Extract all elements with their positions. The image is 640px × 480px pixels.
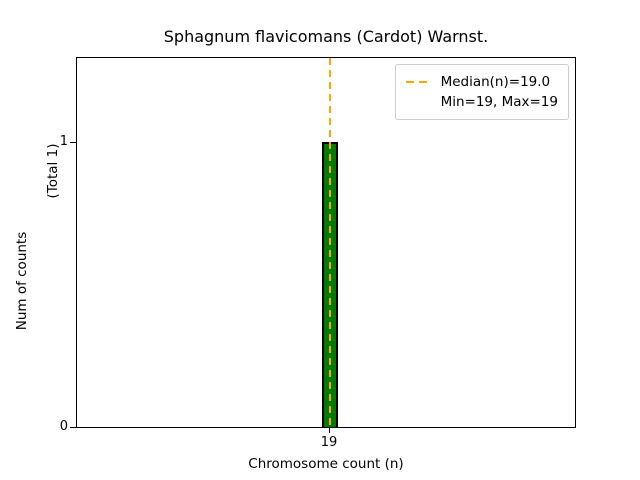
y-tick-mark-0 [70, 427, 76, 428]
chart-title: Sphagnum flavicomans (Cardot) Warnst. [163, 27, 489, 46]
median-dashed-line-icon [405, 81, 432, 83]
x-tick-label-19: 19 [320, 435, 338, 450]
legend-entry-minmax: Min=19, Max=19 [406, 92, 558, 112]
y-axis-total-label: (Total 1) [45, 143, 61, 199]
legend-spacer [406, 101, 432, 103]
legend-entry-median: Median(n)=19.0 [405, 72, 558, 92]
x-axis-label: Chromosome count (n) [248, 456, 404, 472]
y-tick-mark-1 [70, 142, 76, 143]
y-axis-label: Num of counts [14, 231, 30, 331]
legend: Median(n)=19.0 Min=19, Max=19 [394, 64, 569, 120]
median-line [329, 58, 331, 427]
legend-minmax-label: Min=19, Max=19 [440, 94, 558, 110]
plot-area: Median(n)=19.0 Min=19, Max=19 [76, 57, 576, 428]
legend-median-label: Median(n)=19.0 [440, 74, 551, 90]
y-tick-label-1: 1 [59, 134, 68, 149]
y-tick-label-0: 0 [59, 419, 68, 434]
x-tick-mark-19 [329, 428, 330, 433]
